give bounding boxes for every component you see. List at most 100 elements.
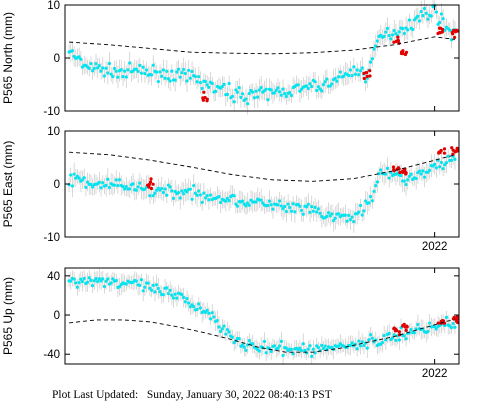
daily-point — [247, 91, 251, 96]
daily-point — [121, 75, 125, 79]
daily-point — [441, 17, 445, 21]
daily-point — [357, 210, 361, 214]
daily-point — [402, 31, 406, 36]
daily-point — [251, 342, 255, 346]
daily-point — [97, 64, 101, 68]
recent-point — [394, 327, 398, 331]
daily-point — [358, 69, 363, 73]
daily-point — [407, 18, 412, 22]
daily-point — [241, 343, 245, 347]
daily-point — [412, 331, 417, 335]
daily-point — [288, 205, 292, 210]
daily-point — [102, 284, 107, 289]
daily-point — [138, 283, 142, 287]
daily-point — [195, 193, 199, 197]
daily-point — [165, 69, 169, 73]
daily-point — [96, 66, 100, 70]
y-tick-label: 0 — [54, 310, 60, 322]
recent-point — [438, 31, 443, 35]
daily-point — [82, 176, 86, 180]
daily-point — [269, 203, 273, 207]
daily-point — [390, 336, 395, 340]
daily-point — [330, 212, 334, 216]
daily-point — [355, 347, 359, 351]
daily-point — [316, 207, 321, 211]
recent-point — [404, 325, 408, 329]
daily-point — [70, 49, 75, 53]
daily-point — [101, 277, 105, 281]
daily-point — [126, 68, 130, 72]
daily-point — [264, 351, 268, 355]
daily-point — [224, 199, 228, 203]
daily-point — [161, 68, 166, 72]
daily-point — [438, 165, 442, 169]
daily-point — [402, 334, 406, 338]
daily-point — [80, 178, 85, 182]
daily-point — [161, 293, 166, 297]
daily-point — [362, 209, 366, 213]
daily-point — [416, 14, 420, 18]
daily-point — [192, 305, 196, 309]
recent-point — [397, 333, 402, 337]
daily-point — [421, 169, 425, 173]
recent-point — [454, 28, 459, 32]
daily-point — [244, 97, 248, 101]
daily-point — [69, 279, 73, 283]
daily-point — [237, 337, 241, 341]
daily-point — [318, 211, 322, 216]
daily-point — [348, 343, 353, 348]
recent-point — [452, 315, 456, 320]
daily-point — [141, 65, 145, 69]
daily-point — [232, 194, 236, 198]
daily-point — [446, 154, 450, 158]
daily-point — [369, 333, 373, 337]
daily-point — [246, 102, 250, 106]
recent-point — [439, 148, 443, 153]
daily-point — [195, 307, 199, 311]
daily-point — [143, 71, 147, 76]
daily-point — [379, 168, 383, 172]
daily-point — [161, 190, 166, 195]
daily-point — [200, 200, 204, 204]
daily-point — [323, 344, 327, 348]
daily-point — [256, 95, 260, 99]
daily-point — [77, 281, 81, 285]
daily-point — [180, 71, 184, 75]
daily-point — [362, 343, 366, 348]
daily-point — [409, 172, 413, 176]
daily-point — [390, 33, 395, 37]
recent-point — [202, 90, 206, 94]
daily-point — [141, 289, 145, 293]
daily-point — [271, 207, 275, 211]
daily-point — [251, 90, 255, 94]
recent-point — [401, 324, 405, 328]
daily-point — [335, 79, 339, 83]
daily-point — [217, 325, 221, 329]
daily-point — [333, 76, 337, 81]
daily-point — [101, 181, 105, 185]
footer-timestamp: Sunday, January 30, 2022 08:40:13 PST — [146, 389, 332, 401]
recent-point — [391, 165, 396, 169]
daily-point — [160, 186, 164, 191]
daily-point — [375, 180, 380, 184]
daily-point — [112, 183, 117, 187]
daily-point — [150, 73, 154, 77]
daily-point — [77, 55, 81, 59]
daily-point — [87, 66, 91, 70]
daily-point — [163, 187, 167, 191]
daily-point — [296, 83, 300, 87]
daily-point — [205, 308, 209, 312]
daily-point — [276, 346, 280, 350]
daily-point — [409, 327, 413, 332]
recent-point — [396, 35, 400, 39]
y-tick-label: -10 — [43, 232, 60, 244]
recent-points — [146, 146, 459, 191]
daily-point — [262, 339, 267, 344]
daily-point — [276, 86, 280, 90]
daily-point — [185, 79, 189, 83]
daily-point — [244, 204, 248, 208]
daily-point — [279, 93, 283, 97]
daily-point — [281, 353, 285, 358]
daily-point — [399, 173, 403, 178]
